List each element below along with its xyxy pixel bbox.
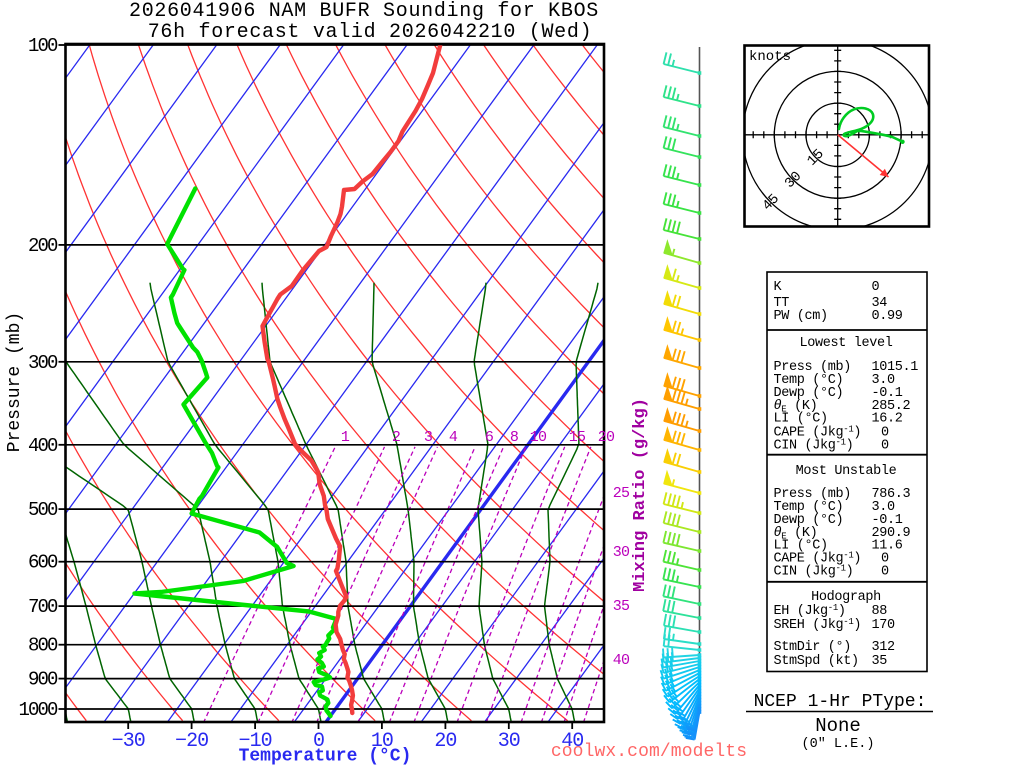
svg-text:Temperature (°C): Temperature (°C) <box>239 747 412 767</box>
svg-text:Lowest level: Lowest level <box>799 336 892 351</box>
svg-text:11.6: 11.6 <box>872 539 903 554</box>
svg-text:LI (°C): LI (°C) <box>774 412 828 427</box>
svg-text:θE (K): θE (K) <box>774 399 818 415</box>
svg-text:0: 0 <box>313 730 324 753</box>
svg-text:CAPE (Jkg-1): CAPE (Jkg-1) <box>774 425 862 441</box>
svg-text:2: 2 <box>392 429 400 446</box>
svg-text:285.2: 285.2 <box>872 399 911 414</box>
svg-text:3.0: 3.0 <box>872 373 896 388</box>
svg-text:θE (K): θE (K) <box>774 526 818 542</box>
svg-text:0: 0 <box>881 565 889 580</box>
svg-text:Most Unstable: Most Unstable <box>796 464 897 479</box>
svg-text:16.2: 16.2 <box>872 412 903 427</box>
svg-text:34: 34 <box>872 296 888 311</box>
svg-text:2026041906 NAM BUFR Sounding f: 2026041906 NAM BUFR Sounding for KBOS <box>129 0 599 23</box>
svg-text:TT: TT <box>774 296 790 311</box>
svg-text:CAPE (Jkg-1): CAPE (Jkg-1) <box>774 551 862 567</box>
svg-text:PW (cm): PW (cm) <box>774 309 828 324</box>
svg-text:Press (mb): Press (mb) <box>774 487 852 502</box>
svg-text:Mixing Ratio (g/kg): Mixing Ratio (g/kg) <box>631 398 650 592</box>
svg-text:290.9: 290.9 <box>872 526 911 541</box>
svg-text:Press (mb): Press (mb) <box>774 360 852 375</box>
svg-text:StmDir (°): StmDir (°) <box>774 640 852 655</box>
svg-text:6: 6 <box>485 429 494 446</box>
svg-text:10: 10 <box>530 429 547 446</box>
svg-text:None: None <box>815 715 861 737</box>
svg-text:Dewp (°C): Dewp (°C) <box>774 513 844 528</box>
svg-text:300: 300 <box>28 352 58 374</box>
svg-text:knots: knots <box>749 49 791 65</box>
svg-text:NCEP 1-Hr PType:: NCEP 1-Hr PType: <box>754 692 927 712</box>
svg-text:200: 200 <box>28 235 58 257</box>
svg-text:CIN (Jkg-1): CIN (Jkg-1) <box>774 438 854 454</box>
svg-text:88: 88 <box>872 604 888 619</box>
svg-text:312: 312 <box>872 640 896 655</box>
svg-text:Temp (°C): Temp (°C) <box>774 500 844 515</box>
svg-text:CIN (Jkg-1): CIN (Jkg-1) <box>774 564 854 580</box>
svg-text:900: 900 <box>28 669 58 691</box>
svg-text:Hodograph: Hodograph <box>811 590 881 605</box>
svg-text:76h forecast valid 2026042210: 76h forecast valid 2026042210 (Wed) <box>148 21 593 44</box>
svg-text:0: 0 <box>881 439 889 454</box>
svg-text:(0" L.E.): (0" L.E.) <box>802 737 875 752</box>
svg-text:500: 500 <box>28 499 58 521</box>
svg-text:100: 100 <box>28 35 58 57</box>
svg-text:Pressure (mb): Pressure (mb) <box>5 312 25 452</box>
svg-text:StmSpd (kt): StmSpd (kt) <box>774 654 859 669</box>
svg-text:35: 35 <box>613 598 630 615</box>
svg-text:0: 0 <box>872 280 880 295</box>
svg-text:400: 400 <box>28 435 58 457</box>
svg-text:30: 30 <box>498 730 520 753</box>
svg-text:700: 700 <box>28 596 58 618</box>
svg-text:10: 10 <box>371 730 393 753</box>
svg-text:SREH (Jkg-1): SREH (Jkg-1) <box>774 617 862 633</box>
svg-text:Dewp (°C): Dewp (°C) <box>774 386 844 401</box>
svg-text:3.0: 3.0 <box>872 500 896 515</box>
svg-text:LI (°C): LI (°C) <box>774 539 828 554</box>
svg-text:coolwx.com/modelts: coolwx.com/modelts <box>551 742 747 762</box>
svg-text:-0.1: -0.1 <box>872 513 903 528</box>
svg-text:170: 170 <box>872 618 896 633</box>
svg-text:40: 40 <box>561 730 583 753</box>
svg-text:20: 20 <box>598 429 615 446</box>
svg-text:600: 600 <box>28 552 58 574</box>
svg-text:35: 35 <box>872 654 888 669</box>
svg-text:3: 3 <box>424 429 433 446</box>
svg-text:-0.1: -0.1 <box>872 386 903 401</box>
svg-text:−10: −10 <box>239 730 272 753</box>
svg-text:Temp (°C): Temp (°C) <box>774 373 844 388</box>
svg-text:0: 0 <box>881 426 889 441</box>
svg-text:1: 1 <box>341 429 350 446</box>
svg-text:8: 8 <box>510 429 519 446</box>
svg-text:30: 30 <box>613 544 630 561</box>
svg-text:15: 15 <box>569 429 586 446</box>
svg-text:K: K <box>774 280 783 295</box>
svg-text:40: 40 <box>613 652 630 669</box>
svg-text:800: 800 <box>28 635 58 657</box>
svg-text:20: 20 <box>434 730 456 753</box>
svg-text:786.3: 786.3 <box>872 487 911 502</box>
svg-text:25: 25 <box>613 485 630 502</box>
svg-text:1000: 1000 <box>18 699 58 721</box>
svg-text:−20: −20 <box>175 730 208 753</box>
svg-text:0.99: 0.99 <box>872 309 903 324</box>
svg-text:0: 0 <box>881 552 889 567</box>
svg-text:−30: −30 <box>112 730 145 753</box>
svg-text:1015.1: 1015.1 <box>872 360 919 375</box>
svg-text:4: 4 <box>449 429 458 446</box>
